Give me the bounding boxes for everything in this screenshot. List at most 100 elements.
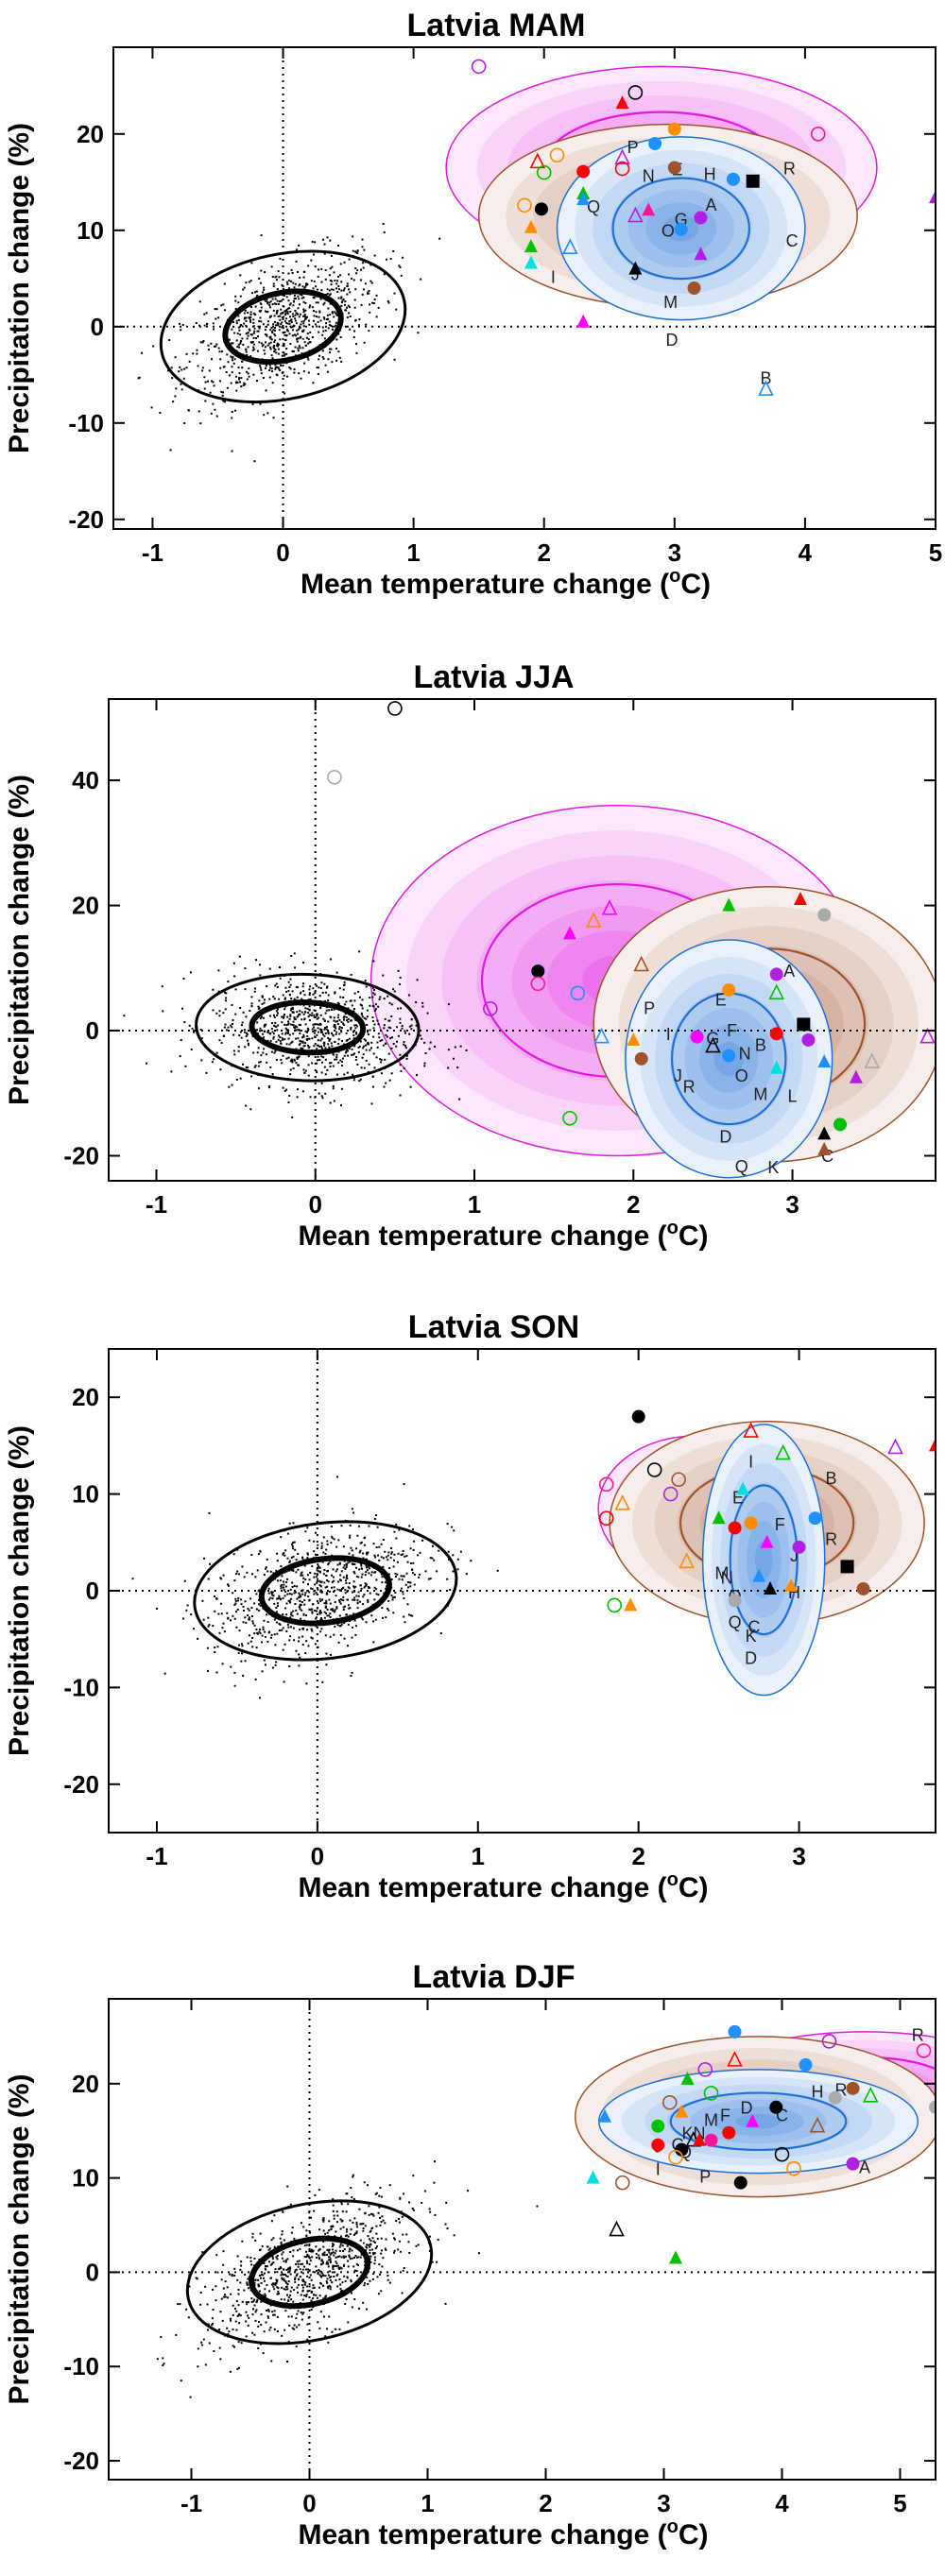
noise-dot <box>320 289 323 292</box>
noise-dot <box>302 296 305 299</box>
noise-dot <box>379 2224 382 2226</box>
noise-dot <box>284 1013 286 1015</box>
noise-dot <box>258 310 261 313</box>
noise-dot <box>275 324 278 327</box>
noise-dot <box>262 1051 265 1054</box>
noise-dot <box>310 2278 313 2281</box>
noise-dot <box>274 334 277 337</box>
noise-dot <box>199 1029 202 1032</box>
noise-dot <box>282 2278 284 2281</box>
noise-dot <box>405 1054 408 1057</box>
noise-dot <box>349 999 352 1002</box>
noise-dot <box>326 2254 329 2257</box>
noise-dot <box>395 1537 398 1540</box>
noise-dot <box>248 1616 250 1619</box>
noise-dot <box>377 2211 380 2214</box>
noise-dot <box>276 2293 279 2295</box>
noise-dot <box>272 2237 275 2240</box>
noise-dot <box>379 2187 382 2190</box>
noise-dot <box>201 2344 204 2346</box>
noise-dot <box>362 2227 365 2230</box>
y-tick-label: -10 <box>63 2352 99 2380</box>
noise-dot <box>295 248 298 251</box>
noise-dot <box>329 2278 332 2281</box>
noise-dot <box>329 314 332 316</box>
noise-ellipse-outer <box>193 1520 458 1662</box>
noise-dot <box>376 1046 379 1049</box>
noise-dot <box>241 337 244 340</box>
noise-dot <box>272 1595 275 1597</box>
noise-dot <box>260 2324 263 2327</box>
model-letter-label: J <box>790 1546 799 1565</box>
model-marker-circle <box>536 164 552 180</box>
noise-dot <box>345 1613 348 1616</box>
noise-dot <box>239 340 242 343</box>
noise-dot <box>307 1074 310 1077</box>
noise-dot <box>325 1663 328 1666</box>
noise-dot <box>380 1059 383 1062</box>
noise-dot <box>203 387 206 390</box>
noise-dot <box>305 2260 308 2262</box>
noise-dot <box>467 2190 470 2192</box>
noise-dot <box>287 2315 290 2318</box>
noise-dot <box>184 1065 187 1067</box>
noise-dot <box>374 2247 377 2250</box>
model-marker-triangle <box>769 1060 783 1074</box>
noise-dot <box>290 2231 293 2234</box>
noise-dot <box>283 343 285 346</box>
noise-dot <box>347 1598 350 1601</box>
noise-dot <box>285 1613 288 1616</box>
noise-dot <box>293 998 296 1000</box>
noise-dot <box>391 1596 394 1599</box>
noise-dot <box>259 2249 262 2252</box>
x-tick-label: 2 <box>627 1190 640 1219</box>
noise-dot <box>266 323 269 326</box>
noise-dot <box>321 2260 324 2263</box>
noise-dot <box>382 974 385 977</box>
noise-dot <box>331 1580 334 1583</box>
model-marker-triangle <box>752 1568 766 1582</box>
model-letter-label: I <box>748 1453 753 1472</box>
y-axis-label: Precipitation change (%) <box>4 775 35 1105</box>
model-marker-triangle <box>809 2116 826 2133</box>
noise-dot <box>263 998 266 1001</box>
noise-dot <box>331 265 334 268</box>
noise-dot <box>366 2243 369 2246</box>
noise-dot <box>344 1592 347 1595</box>
noise-dot <box>249 280 252 282</box>
noise-dot <box>266 2315 269 2318</box>
noise-dot <box>351 2249 353 2252</box>
noise-dot <box>246 2282 249 2285</box>
noise-dot <box>349 316 352 318</box>
noise-dot <box>323 301 326 304</box>
noise-dot <box>380 2252 383 2255</box>
noise-dot <box>191 1027 194 1030</box>
noise-dot <box>337 1002 340 1005</box>
noise-dot <box>257 325 260 328</box>
noise-dot <box>366 1043 369 1046</box>
noise-dot <box>324 1634 327 1637</box>
noise-dot <box>397 2248 400 2251</box>
noise-dot <box>306 1552 309 1555</box>
noise-dot <box>299 2276 301 2278</box>
noise-dot <box>355 272 358 275</box>
noise-dot <box>365 1583 368 1586</box>
noise-dot <box>353 1052 356 1055</box>
noise-dot <box>402 2233 404 2236</box>
noise-dot <box>378 2273 381 2276</box>
noise-dot <box>249 318 252 321</box>
model-marker-circle <box>769 967 783 981</box>
noise-dot <box>335 2278 337 2281</box>
noise-dot <box>326 985 329 988</box>
noise-dot <box>283 1583 285 1586</box>
noise-dot <box>380 1556 383 1559</box>
noise-dot <box>377 1554 380 1557</box>
noise-dot <box>344 1605 347 1608</box>
model-marker-circle <box>916 2043 932 2058</box>
noise-dot <box>427 1578 430 1580</box>
noise-dot <box>283 1680 285 1683</box>
noise-dot <box>353 2217 356 2220</box>
noise-dot <box>186 1604 189 1607</box>
noise-dot <box>140 351 143 354</box>
noise-dot <box>352 335 355 338</box>
